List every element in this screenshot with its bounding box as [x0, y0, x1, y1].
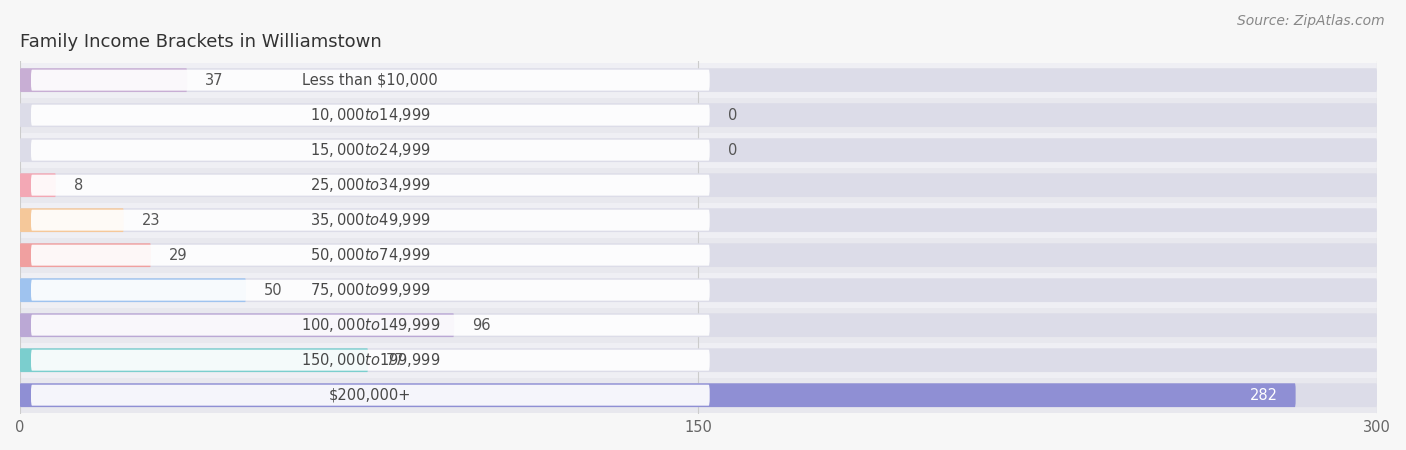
Text: 96: 96 — [472, 318, 491, 333]
FancyBboxPatch shape — [20, 313, 454, 337]
FancyBboxPatch shape — [20, 348, 1376, 372]
FancyBboxPatch shape — [20, 278, 246, 302]
Text: Less than $10,000: Less than $10,000 — [302, 72, 439, 88]
Text: $100,000 to $149,999: $100,000 to $149,999 — [301, 316, 440, 334]
FancyBboxPatch shape — [20, 348, 368, 372]
FancyBboxPatch shape — [20, 383, 1376, 407]
Text: 8: 8 — [75, 178, 83, 193]
Text: 77: 77 — [387, 353, 405, 368]
FancyBboxPatch shape — [20, 103, 1376, 127]
FancyBboxPatch shape — [31, 385, 710, 405]
FancyBboxPatch shape — [31, 70, 710, 90]
Text: 37: 37 — [205, 72, 224, 88]
FancyBboxPatch shape — [20, 278, 1376, 302]
FancyBboxPatch shape — [31, 315, 710, 336]
FancyBboxPatch shape — [31, 175, 710, 196]
FancyBboxPatch shape — [31, 350, 710, 371]
FancyBboxPatch shape — [20, 243, 1376, 267]
FancyBboxPatch shape — [31, 140, 710, 161]
Bar — [20, 63, 1376, 98]
Text: 0: 0 — [728, 108, 737, 123]
Text: 0: 0 — [728, 143, 737, 158]
FancyBboxPatch shape — [20, 173, 56, 197]
Bar — [20, 202, 1376, 238]
Bar — [20, 343, 1376, 378]
FancyBboxPatch shape — [20, 208, 124, 232]
FancyBboxPatch shape — [20, 68, 187, 92]
Text: $15,000 to $24,999: $15,000 to $24,999 — [309, 141, 430, 159]
FancyBboxPatch shape — [20, 173, 1376, 197]
Text: $25,000 to $34,999: $25,000 to $34,999 — [309, 176, 430, 194]
Bar — [20, 133, 1376, 168]
FancyBboxPatch shape — [31, 280, 710, 301]
Bar — [20, 238, 1376, 273]
Bar — [20, 308, 1376, 343]
Text: Source: ZipAtlas.com: Source: ZipAtlas.com — [1237, 14, 1385, 27]
Text: 50: 50 — [264, 283, 283, 297]
Text: $150,000 to $199,999: $150,000 to $199,999 — [301, 351, 440, 369]
Bar — [20, 378, 1376, 413]
Bar — [20, 98, 1376, 133]
Text: Family Income Brackets in Williamstown: Family Income Brackets in Williamstown — [20, 33, 381, 51]
Text: $35,000 to $49,999: $35,000 to $49,999 — [309, 211, 430, 229]
Text: $50,000 to $74,999: $50,000 to $74,999 — [309, 246, 430, 264]
Text: $10,000 to $14,999: $10,000 to $14,999 — [309, 106, 430, 124]
Text: $75,000 to $99,999: $75,000 to $99,999 — [309, 281, 430, 299]
FancyBboxPatch shape — [20, 383, 1295, 407]
FancyBboxPatch shape — [20, 68, 1376, 92]
FancyBboxPatch shape — [20, 313, 1376, 337]
Text: $200,000+: $200,000+ — [329, 388, 412, 403]
Text: 282: 282 — [1250, 388, 1278, 403]
FancyBboxPatch shape — [31, 105, 710, 126]
FancyBboxPatch shape — [31, 245, 710, 266]
FancyBboxPatch shape — [31, 210, 710, 231]
Bar — [20, 273, 1376, 308]
FancyBboxPatch shape — [20, 138, 1376, 162]
Text: 29: 29 — [169, 248, 187, 263]
FancyBboxPatch shape — [20, 243, 150, 267]
Bar — [20, 168, 1376, 202]
FancyBboxPatch shape — [20, 208, 1376, 232]
Text: 23: 23 — [142, 213, 160, 228]
